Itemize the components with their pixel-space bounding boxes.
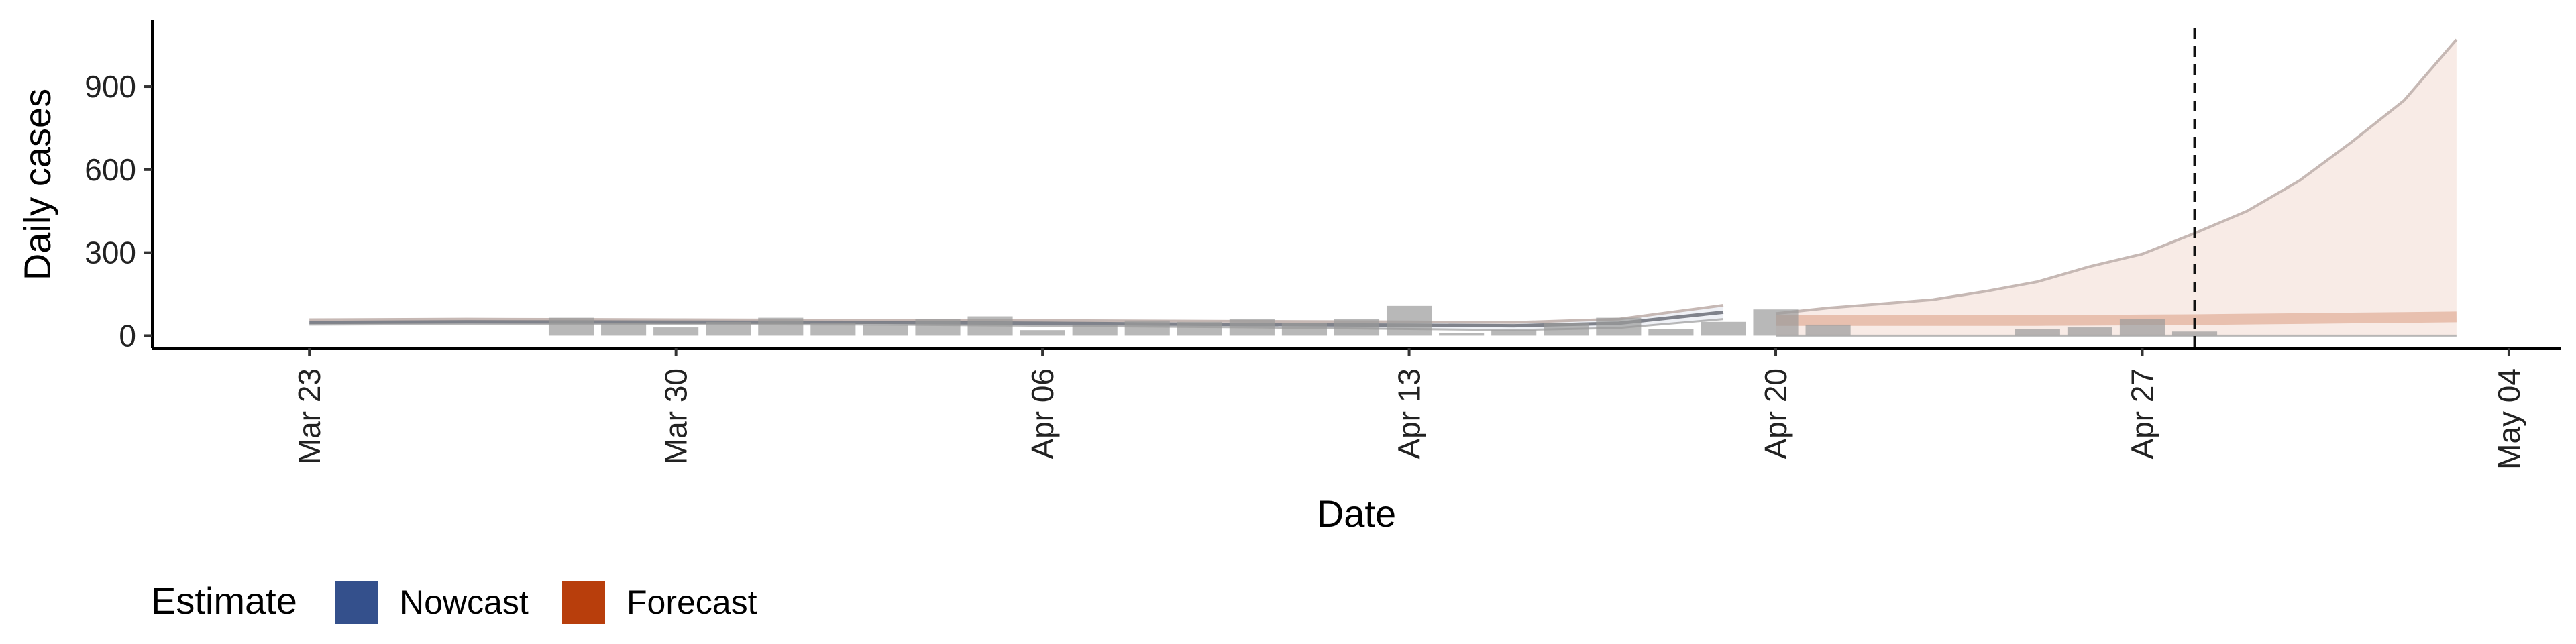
case-bar	[1386, 305, 1432, 336]
case-bar	[1020, 330, 1065, 336]
case-bar	[2015, 329, 2060, 336]
y-tick-label: 300	[85, 235, 136, 270]
y-tick-label: 600	[85, 152, 136, 187]
legend-title: Estimate	[151, 580, 297, 622]
legend-label-forecast: Forecast	[627, 584, 757, 621]
case-bar	[758, 317, 804, 336]
x-tick-label: Mar 30	[659, 368, 694, 464]
x-tick-label: Apr 13	[1392, 368, 1427, 460]
nowcast-upper-line	[309, 304, 1724, 324]
legend: Estimate Nowcast Forecast	[151, 580, 757, 624]
case-bar	[1544, 323, 1589, 336]
case-bar	[1805, 324, 1851, 336]
legend-swatch-forecast	[562, 581, 605, 624]
plot-area	[309, 28, 2458, 348]
case-bar	[1124, 320, 1170, 336]
case-bar	[810, 323, 856, 336]
case-bar	[863, 324, 908, 336]
x-tick-label: Apr 27	[2125, 368, 2159, 460]
x-tick-label: Mar 23	[292, 368, 327, 464]
case-bar	[1753, 309, 1799, 336]
x-tick-label: May 04	[2491, 368, 2526, 470]
case-bar	[706, 321, 751, 336]
case-bar	[2171, 331, 2218, 336]
case-bar	[1701, 321, 1746, 336]
case-bar	[1596, 317, 1642, 336]
case-bar	[967, 316, 1013, 336]
case-bar	[548, 317, 594, 336]
case-bar	[2119, 319, 2165, 336]
case-bar	[1229, 319, 1275, 336]
case-bar	[1439, 333, 1485, 336]
case-bar	[915, 319, 961, 336]
forecast-upper-line	[1775, 38, 2458, 315]
x-axis-ticks: Mar 23 Mar 30 Apr 06 Apr 13 Apr 20 Apr 27 May …	[292, 348, 2526, 470]
case-bar	[653, 327, 699, 336]
case-bar	[1648, 329, 1694, 336]
x-tick-label: Apr 06	[1025, 368, 1060, 460]
y-axis-title: Daily cases	[16, 89, 58, 280]
case-bar	[1281, 323, 1328, 336]
case-bar	[1177, 321, 1222, 336]
y-axis-ticks: 0 300 600 900	[85, 69, 152, 353]
case-bar	[1491, 330, 1537, 336]
y-tick-label: 0	[119, 318, 136, 353]
legend-label-nowcast: Nowcast	[400, 584, 529, 621]
forecast-ribbon	[1776, 39, 2457, 336]
x-tick-label: Apr 20	[1758, 368, 1793, 460]
case-bar	[601, 323, 647, 336]
x-axis-title: Date	[1317, 492, 1396, 535]
legend-swatch-nowcast	[335, 581, 378, 624]
y-tick-label: 900	[85, 69, 136, 104]
case-bar	[1334, 319, 1380, 336]
case-bar	[2067, 327, 2112, 336]
case-bar	[1072, 324, 1118, 336]
forecast-median-line	[1776, 311, 2457, 326]
